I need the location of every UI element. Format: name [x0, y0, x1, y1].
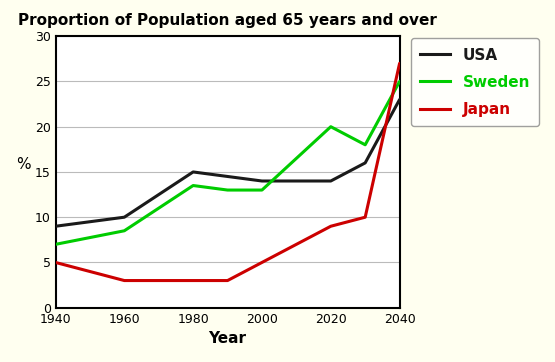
Title: Proportion of Population aged 65 years and over: Proportion of Population aged 65 years a… — [18, 13, 437, 28]
Legend: USA, Sweden, Japan: USA, Sweden, Japan — [411, 38, 539, 126]
X-axis label: Year: Year — [209, 331, 246, 346]
Y-axis label: %: % — [16, 157, 31, 172]
